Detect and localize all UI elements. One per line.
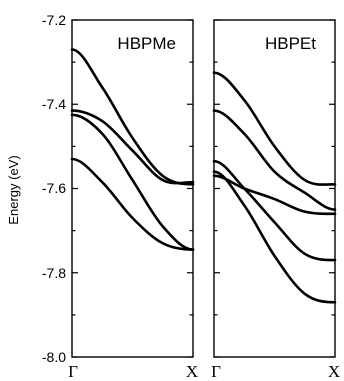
band-line-1 <box>70 48 195 186</box>
panel-hbpet: HBPEt Γ X <box>211 19 340 381</box>
y-tick-label: -7.2 <box>42 12 66 28</box>
y-axis-label: Energy (eV) <box>6 155 21 224</box>
y-tick-label: -8.0 <box>42 349 66 365</box>
x-tick-label-gamma: Γ <box>211 362 221 381</box>
x-tick-label-x: X <box>328 362 340 381</box>
band-line-2 <box>212 109 337 211</box>
panel-hbpet-title: HBPEt <box>265 34 316 53</box>
panel-hbpme-frame <box>71 19 194 358</box>
y-tick-label: -7.6 <box>42 180 66 196</box>
panel-hbpme-title: HBPMe <box>117 34 176 53</box>
panel-hbpme: HBPMe -7.2 -7.4 -7.6 -7.8 -8.0 Γ X <box>42 12 198 381</box>
y-tick-labels: -7.2 -7.4 -7.6 -7.8 -8.0 <box>42 12 66 365</box>
band-line-3 <box>70 113 195 251</box>
band-line-4 <box>70 157 195 251</box>
band-line-5 <box>212 170 337 304</box>
y-tick-label: -7.8 <box>42 265 66 281</box>
band-line-2 <box>70 109 195 185</box>
x-tick-label-gamma: Γ <box>68 362 78 381</box>
x-tick-label-x: X <box>186 362 198 381</box>
band-line-3 <box>212 159 337 262</box>
y-tick-label: -7.4 <box>42 96 66 112</box>
band-line-1 <box>212 71 337 186</box>
band-line-4 <box>212 174 337 216</box>
